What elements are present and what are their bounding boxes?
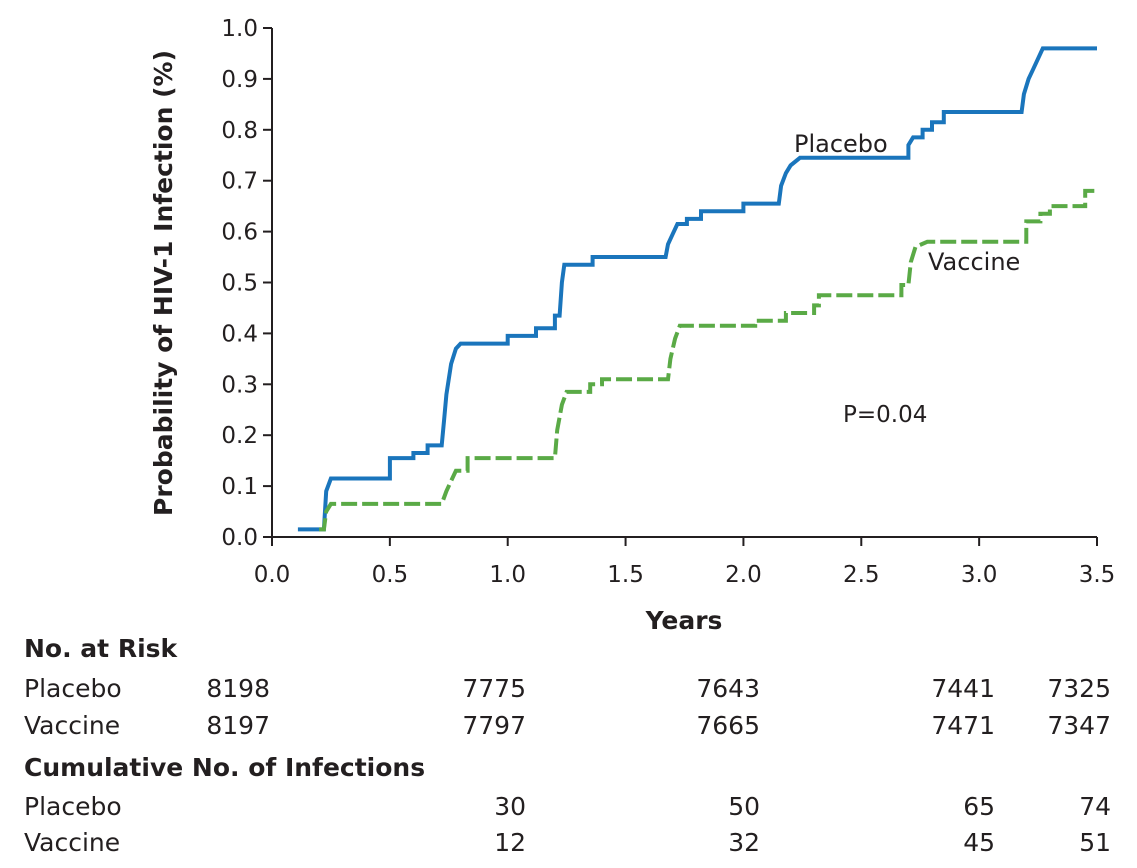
infections-header: Cumulative No. of Infections xyxy=(24,753,426,782)
x-tick-label: 2.5 xyxy=(843,562,880,588)
series-lines xyxy=(297,46,1097,532)
risk-cell: 7665 xyxy=(696,711,760,740)
risk-cell: 7775 xyxy=(462,674,526,703)
infection-cell: 30 xyxy=(494,792,526,821)
y-tick-label: 1.0 xyxy=(221,16,258,42)
infection-cell: 45 xyxy=(963,828,995,857)
x-tick-label: 0.5 xyxy=(372,562,409,588)
risk-header: No. at Risk xyxy=(24,634,178,663)
infection-cell: 74 xyxy=(1079,792,1111,821)
risk-row-label-vaccine: Vaccine xyxy=(24,711,121,740)
infection-cell: 12 xyxy=(494,828,526,857)
x-tick-label: 3.0 xyxy=(961,562,998,588)
y-tick-label: 0.3 xyxy=(221,372,258,398)
x-tick-label: 0.0 xyxy=(254,562,291,588)
y-tick-label: 0.6 xyxy=(221,220,258,246)
y-tick-label: 0.1 xyxy=(221,474,258,500)
x-ticks: 0.0 0.5 1.0 1.5 2.0 2.5 3.0 3.5 xyxy=(254,537,1116,588)
risk-cell: 8197 xyxy=(206,711,270,740)
y-axis-title: Probability of HIV-1 Infection (%) xyxy=(149,50,178,516)
x-tick-label: 1.5 xyxy=(607,562,644,588)
axes xyxy=(271,28,1097,538)
series-line-vaccine xyxy=(319,188,1097,532)
infection-row-label-placebo: Placebo xyxy=(24,792,122,821)
infection-cell: 32 xyxy=(728,828,760,857)
x-tick-label: 2.0 xyxy=(725,562,762,588)
risk-cell: 7347 xyxy=(1047,711,1111,740)
y-tick-label: 0.2 xyxy=(221,423,258,449)
km-chart: 0.0 0.1 0.2 0.3 0.4 0.5 0.6 0.7 0.8 0.9 1.0 0.0 0.5… xyxy=(149,16,1116,635)
risk-cell: 7643 xyxy=(696,674,760,703)
infection-cell: 50 xyxy=(728,792,760,821)
infection-cell: 51 xyxy=(1079,828,1111,857)
x-tick-label: 3.5 xyxy=(1079,562,1116,588)
y-tick-label: 0.9 xyxy=(221,67,258,93)
series-label-vaccine: Vaccine xyxy=(928,248,1020,276)
x-axis-title: Years xyxy=(645,606,723,635)
infection-cell: 65 xyxy=(963,792,995,821)
risk-row-label-placebo: Placebo xyxy=(24,674,122,703)
y-tick-label: 0.7 xyxy=(221,169,258,195)
p-value-annotation: P=0.04 xyxy=(843,402,927,428)
risk-cell: 7441 xyxy=(931,674,995,703)
risk-cell: 8198 xyxy=(206,674,270,703)
series-line-placebo xyxy=(297,46,1097,532)
risk-cell: 7325 xyxy=(1047,674,1111,703)
x-tick-label: 1.0 xyxy=(489,562,526,588)
y-tick-label: 0.0 xyxy=(221,525,258,551)
y-tick-label: 0.8 xyxy=(221,118,258,144)
series-label-placebo: Placebo xyxy=(794,130,888,158)
y-tick-label: 0.5 xyxy=(221,271,258,297)
risk-cell: 7797 xyxy=(462,711,526,740)
infection-row-label-vaccine: Vaccine xyxy=(24,828,121,857)
risk-cell: 7471 xyxy=(931,711,995,740)
y-tick-label: 0.4 xyxy=(221,321,258,347)
y-ticks: 0.0 0.1 0.2 0.3 0.4 0.5 0.6 0.7 0.8 0.9 1.0 xyxy=(221,16,272,551)
